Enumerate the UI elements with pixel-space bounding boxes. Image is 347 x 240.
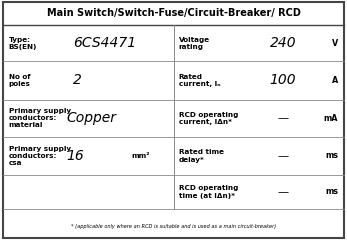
Text: Primary supply
conductors:
csa: Primary supply conductors: csa bbox=[9, 146, 71, 166]
Text: 6CS4471: 6CS4471 bbox=[73, 36, 136, 50]
Text: —: — bbox=[277, 187, 288, 197]
Text: Primary supply
conductors:
material: Primary supply conductors: material bbox=[9, 108, 71, 128]
Text: Rated
current, Iₙ: Rated current, Iₙ bbox=[179, 74, 220, 87]
Text: A: A bbox=[332, 76, 338, 85]
Text: ms: ms bbox=[325, 151, 338, 161]
Text: 240: 240 bbox=[270, 36, 296, 50]
Text: Voltage
rating: Voltage rating bbox=[179, 36, 210, 50]
Text: mm²: mm² bbox=[132, 153, 150, 159]
Text: Main Switch/Switch-Fuse/Circuit-Breaker/ RCD: Main Switch/Switch-Fuse/Circuit-Breaker/… bbox=[46, 8, 301, 18]
Text: Rated time
delay*: Rated time delay* bbox=[179, 149, 224, 163]
Text: V: V bbox=[332, 39, 338, 48]
Text: —: — bbox=[277, 151, 288, 161]
Text: No of
poles: No of poles bbox=[9, 74, 31, 87]
Text: Type:
BS(EN): Type: BS(EN) bbox=[9, 36, 37, 50]
Text: ms: ms bbox=[325, 187, 338, 197]
Text: 100: 100 bbox=[270, 73, 296, 87]
Text: RCD operating
time (at IΔn)*: RCD operating time (at IΔn)* bbox=[179, 185, 238, 199]
Text: 2: 2 bbox=[73, 73, 82, 87]
Text: RCD operating
current, IΔn*: RCD operating current, IΔn* bbox=[179, 112, 238, 125]
Text: Copper: Copper bbox=[66, 111, 116, 125]
Text: 16: 16 bbox=[66, 149, 84, 163]
Text: mA: mA bbox=[324, 114, 338, 123]
Text: —: — bbox=[277, 113, 288, 123]
Text: * (applicable only where an RCD is suitable and is used as a main circuit-breake: * (applicable only where an RCD is suita… bbox=[71, 224, 276, 229]
